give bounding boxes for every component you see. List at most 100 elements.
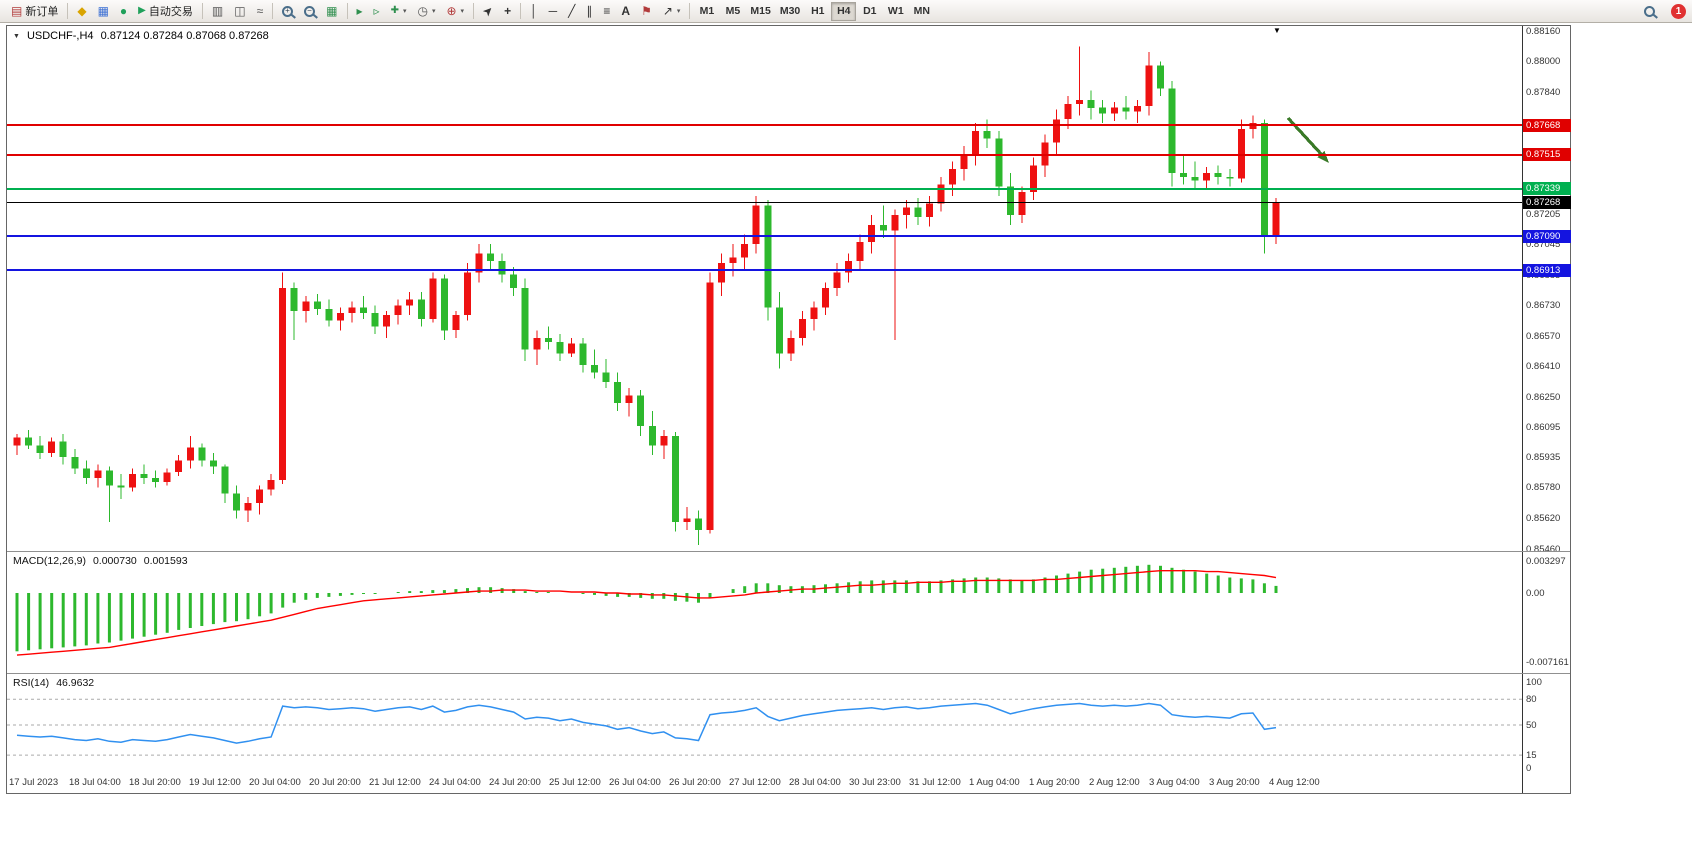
bear-candle <box>764 205 772 308</box>
toolbar-separator <box>473 3 475 19</box>
bear-candle <box>498 261 506 275</box>
time-label: 17 Jul 2023 <box>9 777 59 788</box>
price-tick: 0.88000 <box>1526 56 1561 68</box>
chart-title: ▼ USDCHF-,H4 0.87124 0.87284 0.87068 0.8… <box>13 30 269 42</box>
timeframe-h1[interactable]: H1 <box>811 4 825 17</box>
price-axis[interactable]: 0.87668 0.87515 0.87339 0.87268 0.87090 0.869… <box>1522 26 1571 793</box>
price-tick: 0.86095 <box>1526 421 1561 433</box>
timeframe-m1[interactable]: M1 <box>699 4 715 17</box>
auto-trading-button[interactable]: ▶ 自动交易 <box>133 1 198 21</box>
bear-candle <box>1168 88 1176 173</box>
bear-candle <box>544 338 552 342</box>
bull-candle <box>1076 100 1084 104</box>
indicators-dropdown[interactable]: ⊕ ▾ <box>441 1 469 21</box>
navigator-button[interactable]: ● <box>115 1 132 21</box>
timeframe-w1[interactable]: W1 <box>887 4 904 17</box>
bull-candle <box>13 437 21 446</box>
bull-candle <box>163 472 171 482</box>
bear-candle <box>198 447 206 461</box>
rsi-axis-label: 15 <box>1526 749 1537 761</box>
bear-candle <box>71 456 79 469</box>
bull-candle <box>267 479 275 490</box>
bear-candle <box>233 493 240 511</box>
timeframe-m5[interactable]: M5 <box>725 4 741 17</box>
bull-candle <box>394 305 402 315</box>
bear-candle <box>1191 176 1199 181</box>
bear-candle <box>614 382 622 404</box>
price-tag-0.87090: 0.87090 <box>1523 229 1571 243</box>
time-label: 26 Jul 04:00 <box>609 777 661 788</box>
sell-arrow-head[interactable] <box>1317 150 1330 163</box>
macd-name: MACD(12,26,9) <box>13 555 86 567</box>
main-chart-plot[interactable]: ▼ USDCHF-,H4 0.87124 0.87284 0.87068 0.8… <box>7 26 1522 551</box>
macd-canvas <box>15 564 1278 656</box>
hline-resistance-0.87515[interactable] <box>7 153 1522 156</box>
vertical-line-button[interactable]: │ <box>525 1 543 21</box>
new-chart-dropdown[interactable]: ✚ ▾ <box>386 1 412 21</box>
zoom-out-button[interactable]: − <box>299 1 320 21</box>
timeframe-m30[interactable]: M30 <box>779 4 801 17</box>
channel-button[interactable]: ∥ <box>581 1 597 21</box>
rsi-axis-label: 0 <box>1526 762 1532 774</box>
price-tag-0.87268: 0.87268 <box>1523 195 1571 209</box>
chart-shift-marker[interactable]: ▼ <box>1273 26 1281 35</box>
shapes-dropdown[interactable]: ↗ ▾ <box>658 1 686 21</box>
hline-resistance-0.87668[interactable] <box>7 124 1522 127</box>
bear-candle <box>591 364 598 373</box>
bear-candle <box>995 138 1003 187</box>
new-order-button[interactable]: ▤ 新订单 <box>6 1 63 21</box>
bull-candle <box>729 257 737 264</box>
line-chart-button[interactable]: ≈ <box>252 1 269 21</box>
data-window-button[interactable]: ▦ <box>93 1 114 21</box>
bear-candle <box>556 341 564 354</box>
bear-candle <box>695 518 702 530</box>
zoom-in-button[interactable]: + <box>277 1 298 21</box>
bull-candle <box>972 130 980 154</box>
price-tick: 0.87840 <box>1526 86 1561 98</box>
price-tick: 0.86410 <box>1526 361 1561 373</box>
bear-candle <box>1214 173 1222 177</box>
vertical-line-icon: │ <box>530 4 538 18</box>
periods-icon: ◷ <box>417 4 428 18</box>
hline-support-0.86913[interactable] <box>7 269 1522 272</box>
hline-current-price-0.87268[interactable] <box>7 201 1522 203</box>
bear-candle <box>140 474 148 478</box>
timeframe-mn[interactable]: MN <box>913 4 930 17</box>
notification-badge[interactable]: 1 <box>1671 3 1686 19</box>
hline-support-0.87090[interactable] <box>7 235 1522 238</box>
bear-candle <box>1180 173 1188 177</box>
chevron-down-icon[interactable]: ▼ <box>13 32 20 40</box>
market-watch-button[interactable]: ◆ <box>72 1 91 21</box>
trendline-button[interactable]: ╱ <box>563 1 580 21</box>
time-label: 19 Jul 12:00 <box>189 777 241 788</box>
fibonacci-button[interactable]: ≡ <box>598 1 615 21</box>
periods-dropdown[interactable]: ◷ ▾ <box>412 1 440 21</box>
time-label: 30 Jul 23:00 <box>849 777 901 788</box>
price-tag-0.87339: 0.87339 <box>1523 182 1571 195</box>
text-tool-button[interactable]: A <box>616 1 635 21</box>
horizontal-line-button[interactable]: ─ <box>544 1 563 21</box>
macd-panel-separator[interactable] <box>7 551 1570 552</box>
candlestick-chart-button[interactable]: ◫ <box>229 1 250 21</box>
cursor-button[interactable]: ➤ <box>478 1 498 21</box>
candlestick-chart-icon: ◫ <box>234 4 246 18</box>
timeframe-m15[interactable]: M15 <box>750 4 771 17</box>
hline-support-0.87339[interactable] <box>7 187 1522 190</box>
search-button[interactable] <box>1639 1 1660 21</box>
timeframe-h4[interactable]: H4 <box>831 1 857 21</box>
time-axis[interactable]: 17 Jul 2023 18 Jul 04:00 18 Jul 20:00 19 Ju… <box>7 771 1522 793</box>
bear-candle <box>25 437 33 446</box>
auto-scroll-button[interactable]: ▸ <box>352 1 368 21</box>
timeframe-d1[interactable]: D1 <box>863 4 877 17</box>
rsi-panel-separator[interactable] <box>7 673 1570 674</box>
chart-shift-button[interactable]: ▹ <box>369 1 385 21</box>
bear-candle <box>1099 107 1107 114</box>
tile-windows-icon: ▦ <box>326 4 338 18</box>
crosshair-button[interactable]: + <box>499 1 516 21</box>
time-label: 20 Jul 04:00 <box>249 777 301 788</box>
sell-arrow-shaft[interactable] <box>1286 116 1324 157</box>
price-tick: 0.86250 <box>1526 391 1561 403</box>
label-tool-button[interactable]: ⚑ <box>636 1 657 21</box>
bar-chart-button[interactable]: ▥ <box>207 1 228 21</box>
tile-windows-button[interactable]: ▦ <box>321 1 342 21</box>
